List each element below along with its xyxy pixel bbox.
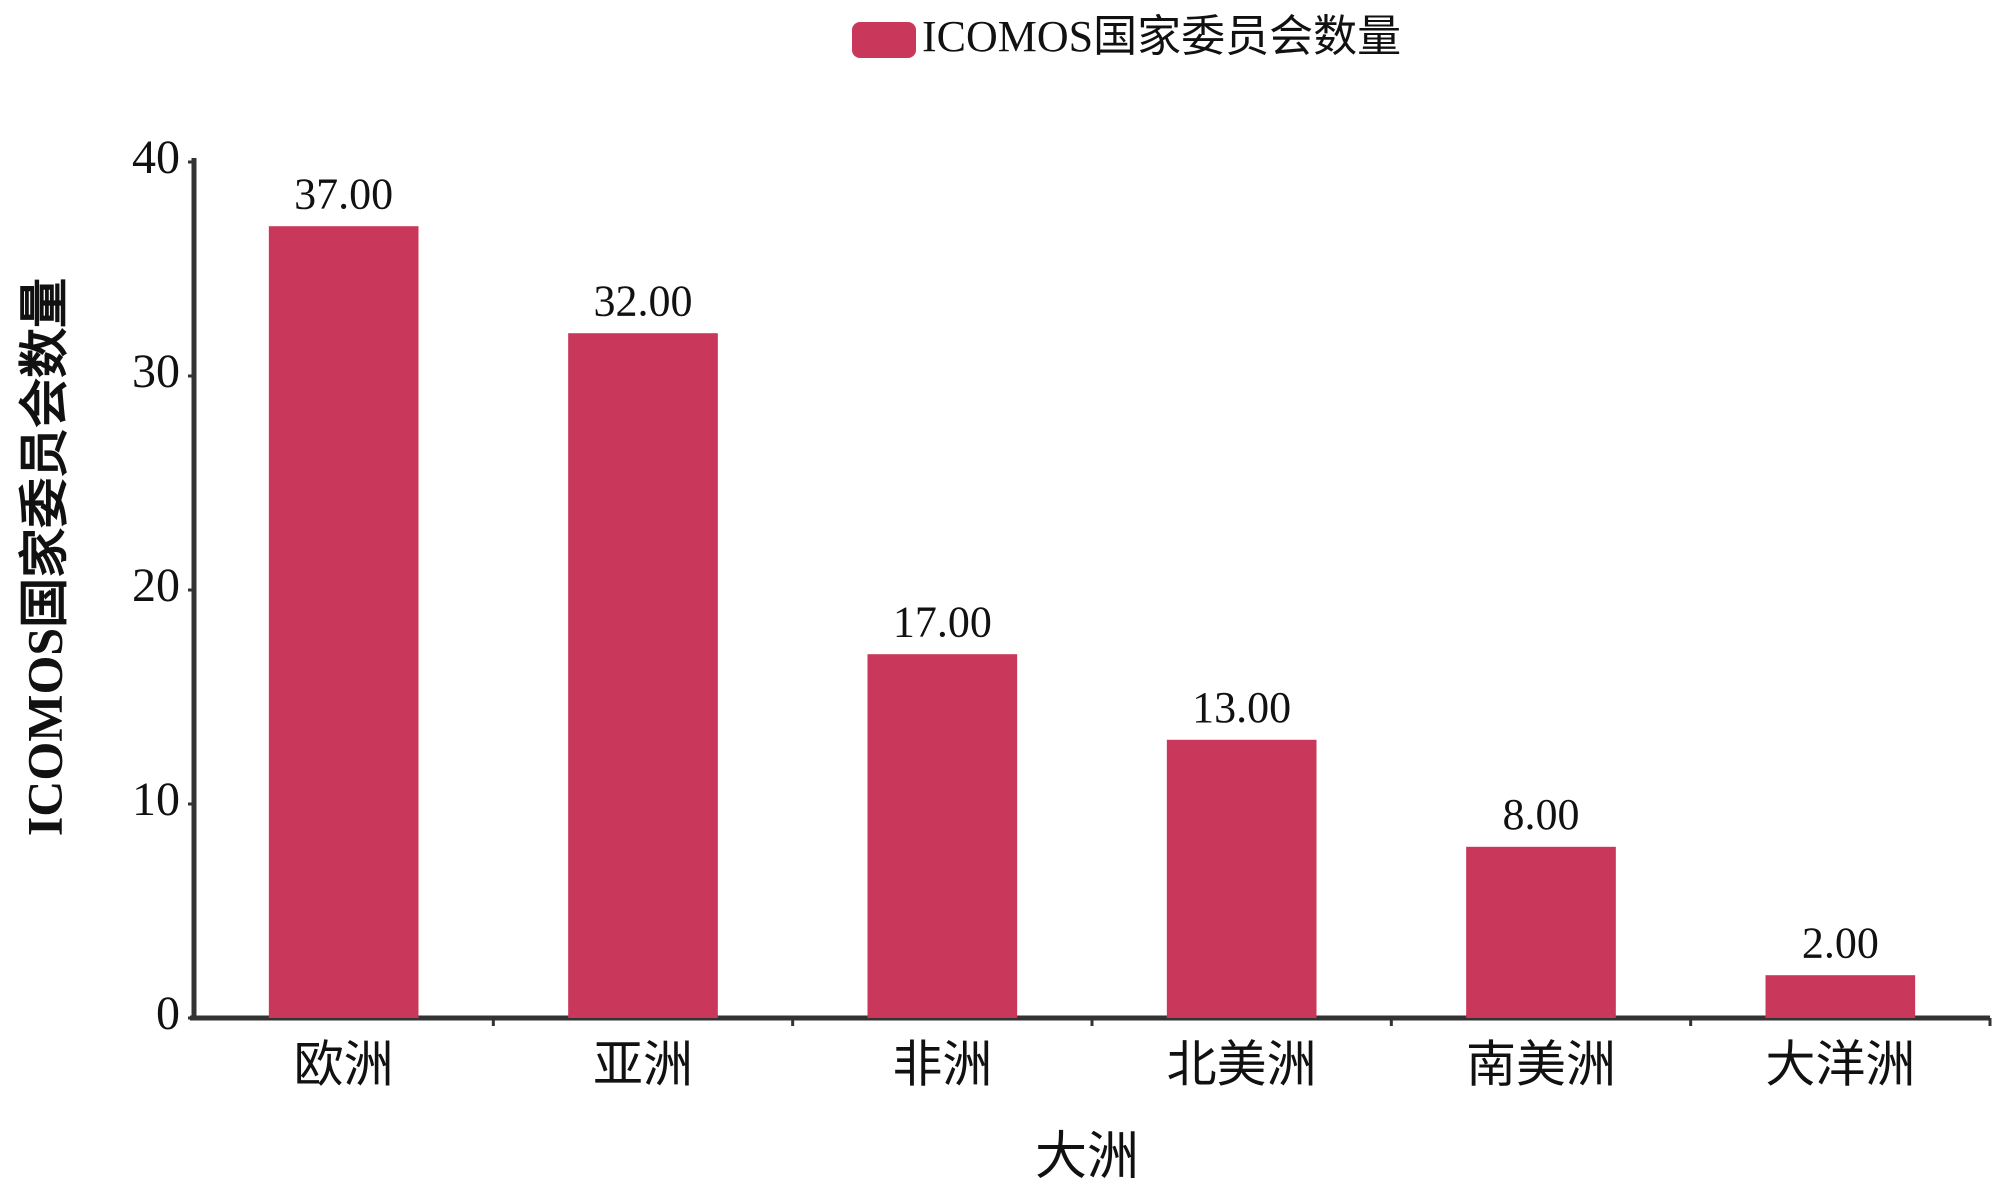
y-tick-label: 30 [132,345,180,398]
y-tick-label: 40 [132,131,180,184]
bar [1765,975,1916,1018]
legend-label: ICOMOS国家委员会数量 [922,12,1401,61]
data-label: 17.00 [893,597,992,646]
y-tick-label: 10 [132,773,180,826]
data-label: 32.00 [594,276,693,325]
data-label: 2.00 [1802,918,1879,967]
bar [568,333,718,1018]
x-axis-title: 大洲 [1035,1129,1139,1186]
bar [1466,846,1616,1018]
y-tick-label: 20 [132,559,180,612]
bar [268,226,419,1018]
data-label: 8.00 [1503,790,1580,839]
x-tick-label: 南美洲 [1466,1036,1616,1092]
y-axis-title: ICOMOS国家委员会数量 [16,278,72,836]
bar [1166,739,1317,1018]
x-tick-label: 非洲 [892,1036,992,1092]
data-label: 37.00 [294,169,393,218]
x-tick-label: 大洋洲 [1765,1036,1915,1092]
legend-swatch [852,22,916,58]
data-label: 13.00 [1192,683,1291,732]
bar [867,654,1018,1018]
x-tick-label: 北美洲 [1167,1036,1317,1092]
x-tick-label: 欧洲 [294,1036,394,1092]
x-tick-label: 亚洲 [593,1036,693,1092]
y-tick-label: 0 [156,987,180,1040]
